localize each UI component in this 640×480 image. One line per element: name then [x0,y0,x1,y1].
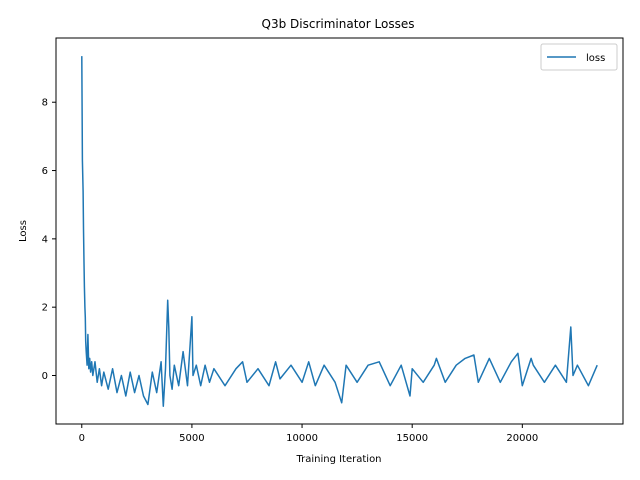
y-axis: 0 2 4 6 8 [42,98,56,382]
x-axis: 0 5000 10000 15000 20000 [79,424,538,444]
x-tick-label: 15000 [396,433,428,444]
legend: loss [540,43,618,71]
plot-area [81,56,598,407]
y-axis-label: Loss [18,220,29,242]
x-tick-label: 10000 [286,433,318,444]
legend-box [540,43,618,71]
x-tick-label: 20000 [506,433,538,444]
y-tick-label: 8 [42,98,48,109]
y-tick-label: 4 [42,234,48,245]
y-tick-label: 0 [42,371,48,382]
chart-title: Q3b Discriminator Losses [262,17,415,31]
axes-frame [55,37,624,425]
x-tick-label: 5000 [179,433,204,444]
legend-label-loss: loss [586,53,605,64]
x-axis-label: Training Iteration [295,454,381,465]
y-tick-label: 2 [42,303,48,314]
x-tick-label: 0 [79,433,85,444]
series-line-loss [81,56,598,407]
y-tick-label: 6 [42,166,48,177]
